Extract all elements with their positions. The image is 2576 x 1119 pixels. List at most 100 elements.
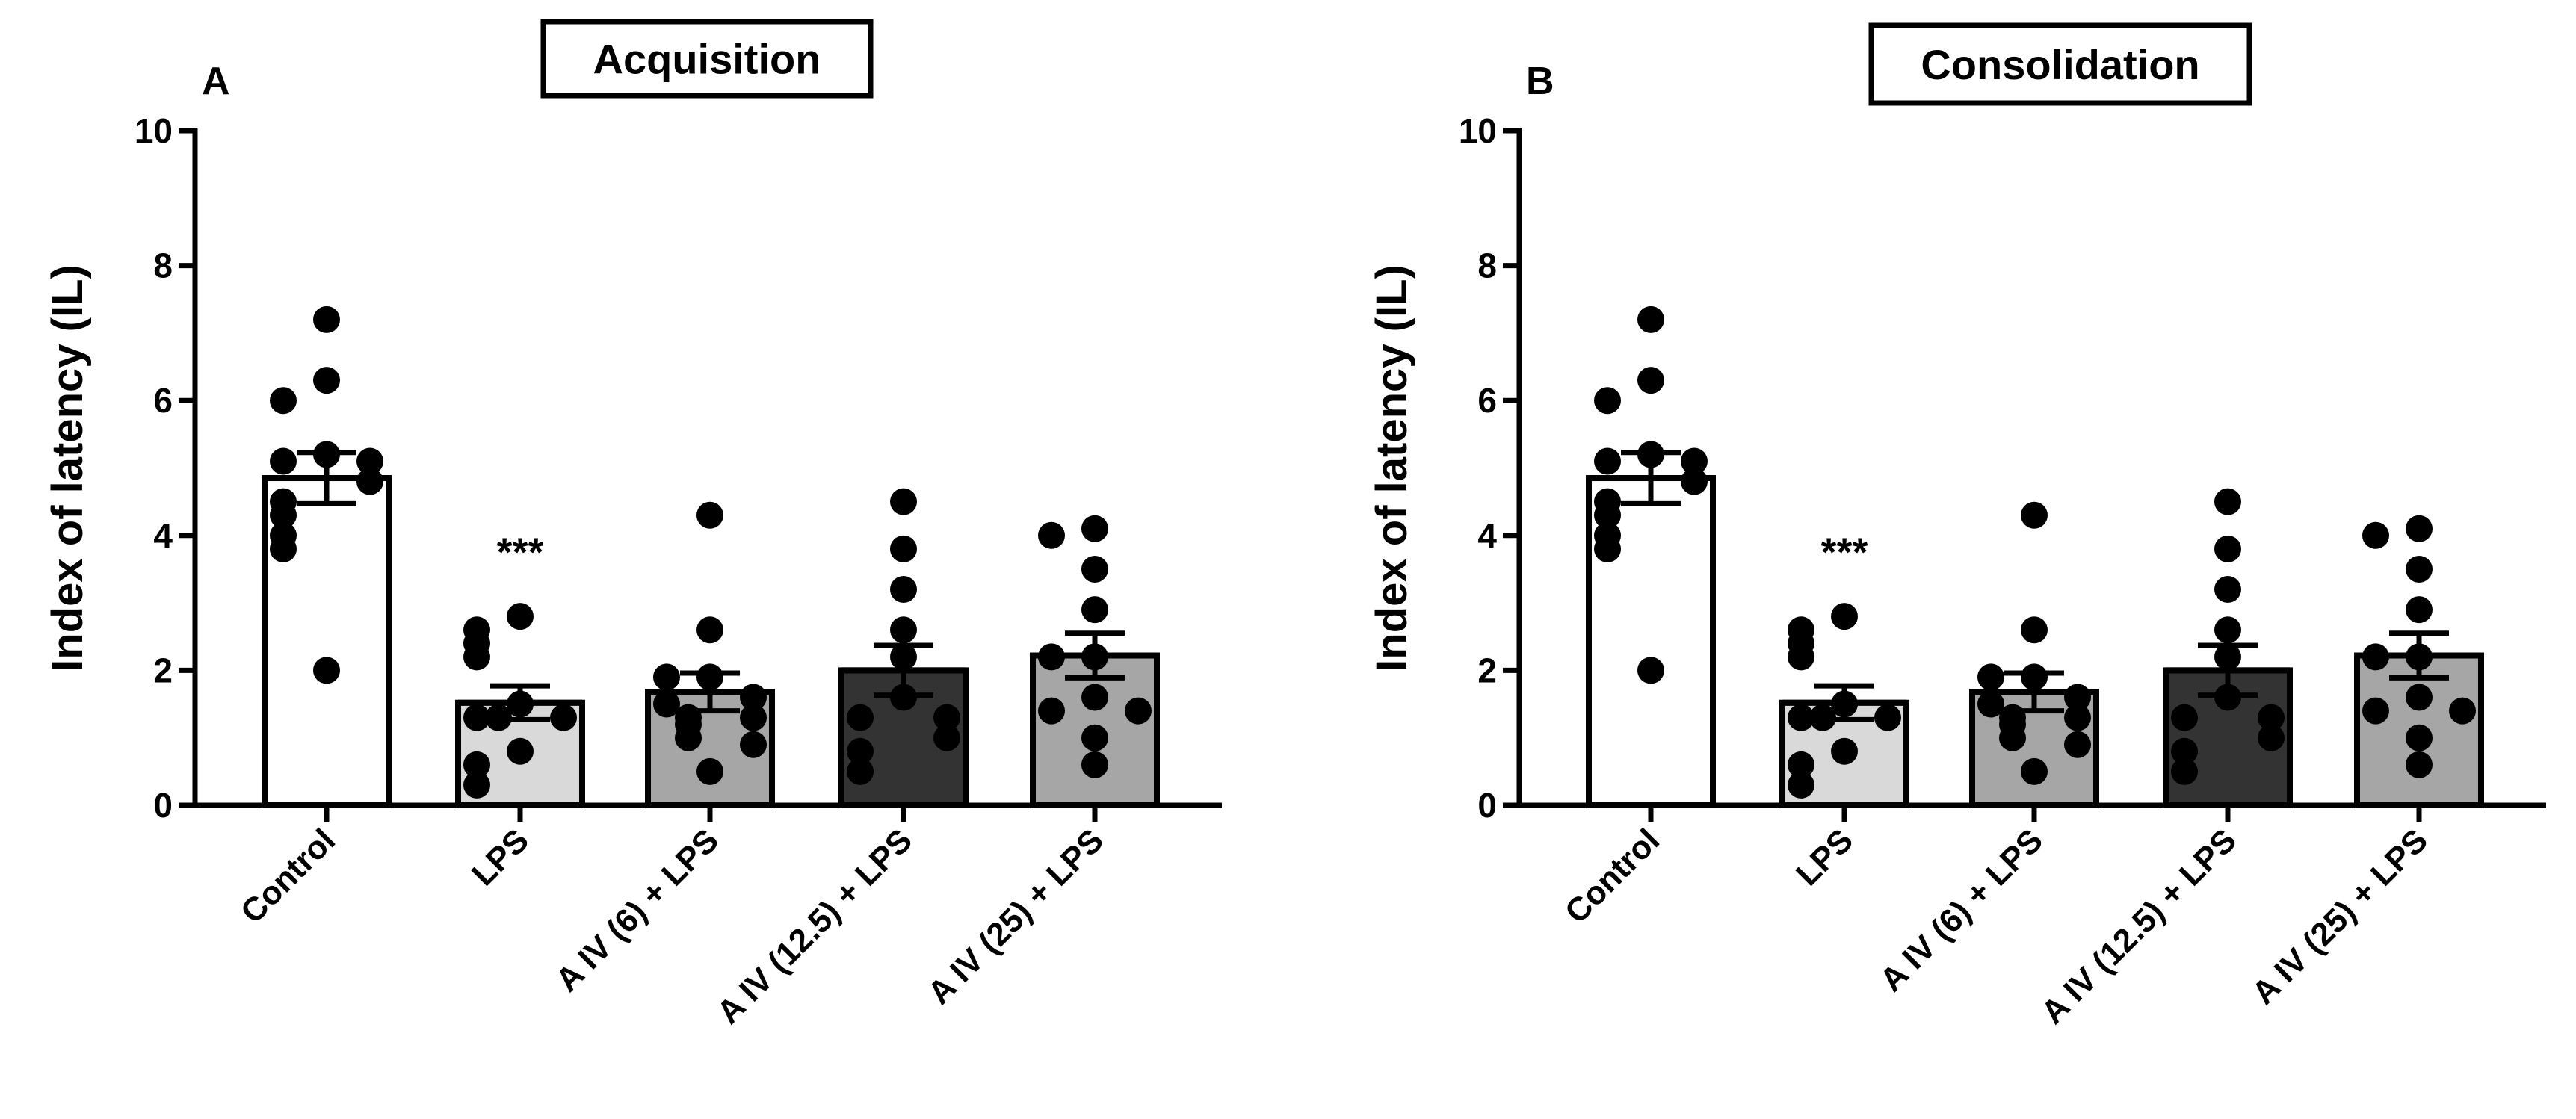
data-point (463, 751, 490, 778)
chart-title: Consolidation (1921, 41, 2199, 88)
data-point (933, 704, 960, 731)
data-point (1081, 555, 1108, 583)
significance-annotation: *** (1820, 530, 1868, 574)
x-tick-label: A IV (12.5) + LPS (2034, 822, 2243, 1031)
data-point (2214, 535, 2241, 562)
y-tick-label: 8 (1477, 247, 1497, 285)
data-point (890, 616, 917, 644)
x-tick-label: LPS (1789, 822, 1860, 893)
data-point (2406, 596, 2433, 624)
data-point (463, 643, 490, 671)
y-tick-label: 4 (1477, 516, 1497, 555)
data-point (1788, 643, 1814, 671)
data-point (1125, 697, 1152, 725)
data-point (890, 488, 917, 515)
y-tick-label: 0 (153, 786, 173, 825)
data-point (740, 731, 767, 758)
data-point (270, 535, 297, 562)
data-point (696, 616, 723, 644)
y-axis-label: Index of latency (IL) (1368, 264, 1416, 672)
data-point (1594, 501, 1621, 529)
title-box (1868, 22, 2252, 106)
panel-label: A (202, 60, 230, 103)
y-tick-label: 4 (153, 516, 173, 555)
data-point (2362, 697, 2389, 725)
data-point (2021, 501, 2048, 529)
data-point (675, 724, 702, 751)
data-point (1594, 535, 1621, 562)
data-point (890, 535, 917, 562)
y-tick-label: 10 (1459, 111, 1497, 150)
x-tick-label: A IV (25) + LPS (2245, 822, 2435, 1011)
data-point (313, 657, 340, 684)
x-tick-label: Control (234, 822, 342, 930)
y-tick-label: 6 (1477, 381, 1497, 420)
x-tick-label: A IV (12.5) + LPS (710, 822, 919, 1031)
data-point (2449, 697, 2476, 725)
data-point (653, 663, 680, 691)
data-point (2021, 757, 2048, 785)
y-tick-label: 6 (153, 381, 173, 420)
data-point (847, 737, 874, 765)
data-point (270, 387, 297, 415)
data-point (1788, 704, 1814, 731)
data-point (890, 576, 917, 604)
significance-annotation: *** (496, 530, 543, 574)
data-point (1038, 521, 1065, 549)
data-point (653, 690, 680, 718)
data-point (1594, 447, 1621, 475)
panel-a: Acquisition A Index of latency (IL) 0 2 4 6 8 10… (43, 19, 1222, 1031)
data-point (507, 737, 534, 765)
data-point (270, 447, 297, 475)
y-tick-label: 0 (1477, 786, 1497, 825)
data-point (550, 704, 577, 731)
data-point (2171, 757, 2198, 785)
data-point (2214, 576, 2241, 604)
data-point (2064, 704, 2091, 731)
y-tick-label: 8 (153, 247, 173, 285)
data-point (2258, 724, 2285, 751)
y-axis-label: Index of latency (IL) (43, 264, 92, 672)
data-point (696, 501, 723, 529)
panel-b: Consolidation B Index of latency (IL) 0 2 4 6 8… (1368, 22, 2546, 1031)
data-point (1081, 596, 1108, 624)
x-tick-label: LPS (465, 822, 536, 893)
data-point (313, 367, 340, 394)
data-point (1681, 468, 1708, 495)
data-point (1594, 387, 1621, 415)
data-point (933, 724, 960, 751)
data-point (2362, 521, 2389, 549)
data-point (2406, 515, 2433, 542)
chart-title: Acquisition (593, 36, 821, 83)
data-point (2406, 555, 2433, 583)
data-point (1788, 771, 1814, 799)
data-point (1788, 751, 1814, 778)
data-point (1081, 515, 1108, 542)
data-point (1637, 367, 1664, 394)
data-point (1681, 447, 1708, 475)
y-tick-label: 2 (153, 651, 173, 689)
data-point (1637, 657, 1664, 684)
data-point (507, 603, 534, 630)
data-point (1081, 751, 1108, 778)
data-point (463, 771, 490, 799)
data-point (1637, 306, 1664, 333)
data-point (1831, 737, 1858, 765)
data-point (2214, 488, 2241, 515)
data-point (356, 468, 383, 495)
data-point (463, 704, 490, 731)
y-tick-label: 10 (135, 111, 173, 150)
data-point (2258, 704, 2285, 731)
data-point (847, 757, 874, 785)
data-point (1874, 704, 1901, 731)
x-tick-label: A IV (6) + LPS (549, 822, 726, 999)
data-point (847, 704, 874, 731)
data-point (313, 306, 340, 333)
data-point (740, 704, 767, 731)
data-point (2406, 684, 2433, 711)
data-point (696, 757, 723, 785)
data-point (2406, 751, 2433, 778)
x-tick-label: Control (1558, 822, 1667, 930)
panel-label: B (1526, 60, 1554, 103)
